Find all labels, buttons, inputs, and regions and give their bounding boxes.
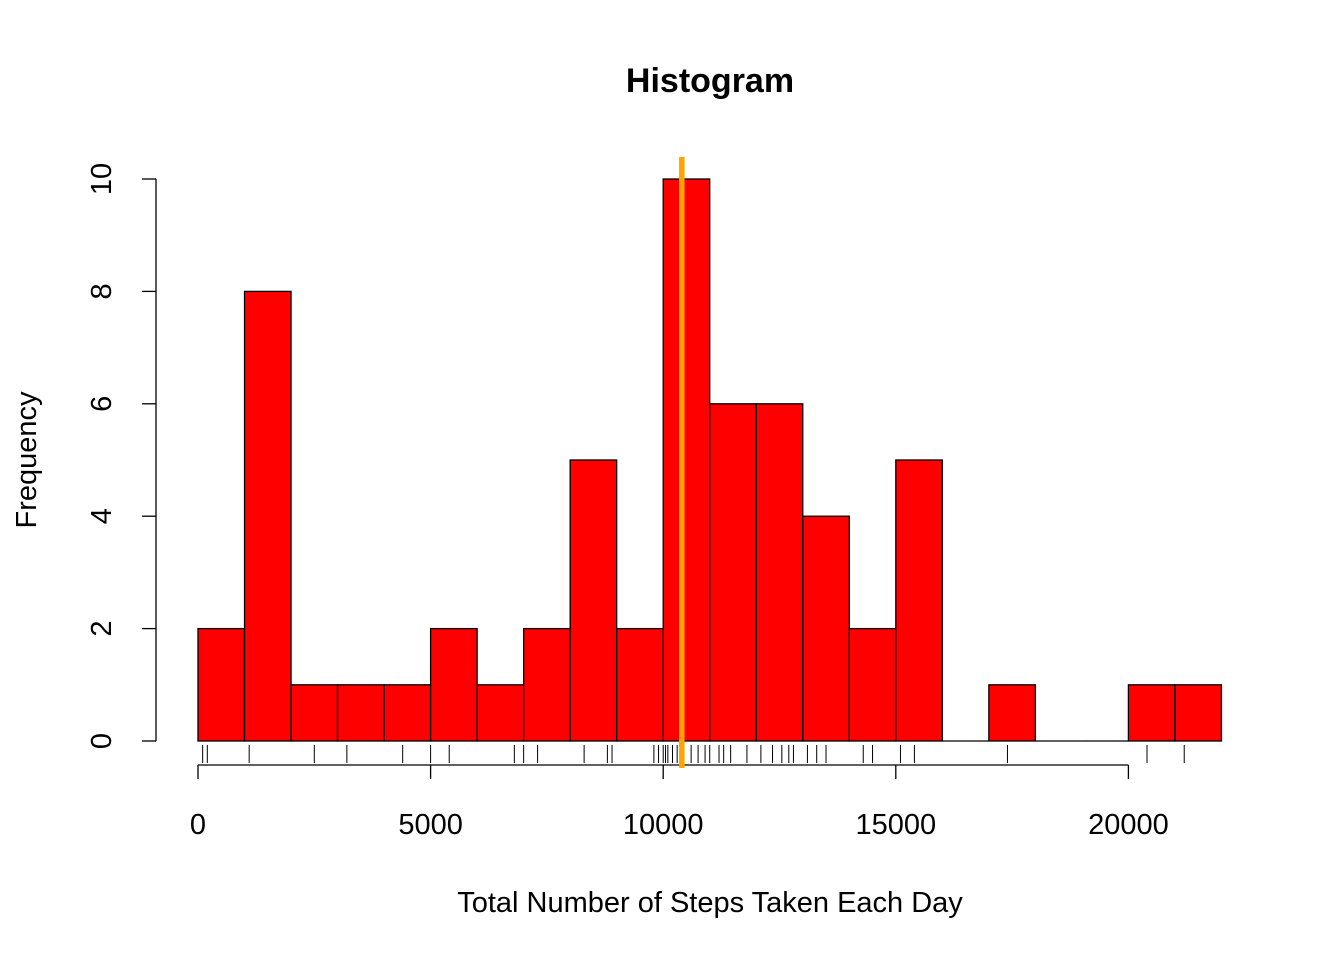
histogram-bar xyxy=(383,684,432,742)
histogram-bar xyxy=(709,403,757,742)
x-tick-label: 0 xyxy=(190,809,206,841)
x-axis: 0 5000 10000 15000 20000 xyxy=(190,764,1169,841)
x-axis-label: Total Number of Steps Taken Each Day xyxy=(457,887,963,919)
histogram-bar xyxy=(1174,684,1223,742)
y-tick-label: 4 xyxy=(86,508,118,524)
chart-title: Histogram xyxy=(626,62,794,100)
histogram-bar xyxy=(1127,684,1176,742)
histogram-bar xyxy=(197,627,246,742)
histogram-bar xyxy=(336,684,385,742)
y-tick-label: 10 xyxy=(86,163,118,195)
histogram-bar xyxy=(616,627,664,742)
y-tick-label: 2 xyxy=(86,621,118,637)
histogram-bar xyxy=(290,684,339,742)
histogram-bar xyxy=(755,403,804,742)
y-axis-label: Frequency xyxy=(11,391,43,529)
histogram-bar xyxy=(662,178,711,742)
y-tick-label: 6 xyxy=(86,396,118,412)
histogram-bar xyxy=(802,515,850,742)
histogram-bar xyxy=(429,627,478,742)
rug-group xyxy=(202,745,1185,763)
histogram-bar xyxy=(243,290,292,742)
x-tick-label: 20000 xyxy=(1088,809,1169,841)
x-tick-label: 10000 xyxy=(623,809,704,841)
histogram-bar xyxy=(476,684,525,742)
histogram-bar xyxy=(848,627,897,742)
bars-group xyxy=(197,178,1223,742)
x-tick-label: 5000 xyxy=(398,809,463,841)
histogram-bar xyxy=(569,459,618,742)
histogram-bar xyxy=(522,627,571,742)
y-tick-label: 8 xyxy=(86,283,118,299)
x-tick-label: 15000 xyxy=(855,809,936,841)
y-tick-label: 0 xyxy=(86,733,118,749)
histogram-bar xyxy=(988,684,1037,742)
y-axis: 0 2 4 6 8 10 xyxy=(86,163,157,749)
histogram-bar xyxy=(895,459,943,742)
